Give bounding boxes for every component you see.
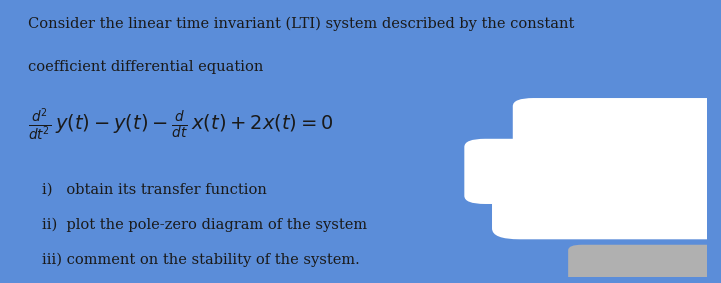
FancyBboxPatch shape [464, 139, 575, 204]
Text: coefficient differential equation: coefficient differential equation [28, 60, 264, 74]
Text: iii) comment on the stability of the system.: iii) comment on the stability of the sys… [42, 253, 360, 267]
FancyBboxPatch shape [492, 142, 721, 239]
FancyBboxPatch shape [568, 245, 720, 283]
Text: i)   obtain its transfer function: i) obtain its transfer function [42, 182, 267, 196]
Text: ii)  plot the pole-zero diagram of the system: ii) plot the pole-zero diagram of the sy… [42, 218, 367, 232]
Text: $\frac{d^2}{dt^2}\,y(t)-y(t)-\frac{d}{dt}\,x(t)+2x(t)=0$: $\frac{d^2}{dt^2}\,y(t)-y(t)-\frac{d}{dt… [28, 106, 334, 143]
FancyBboxPatch shape [513, 98, 721, 155]
Text: Consider the linear time invariant (LTI) system described by the constant: Consider the linear time invariant (LTI)… [28, 16, 575, 31]
